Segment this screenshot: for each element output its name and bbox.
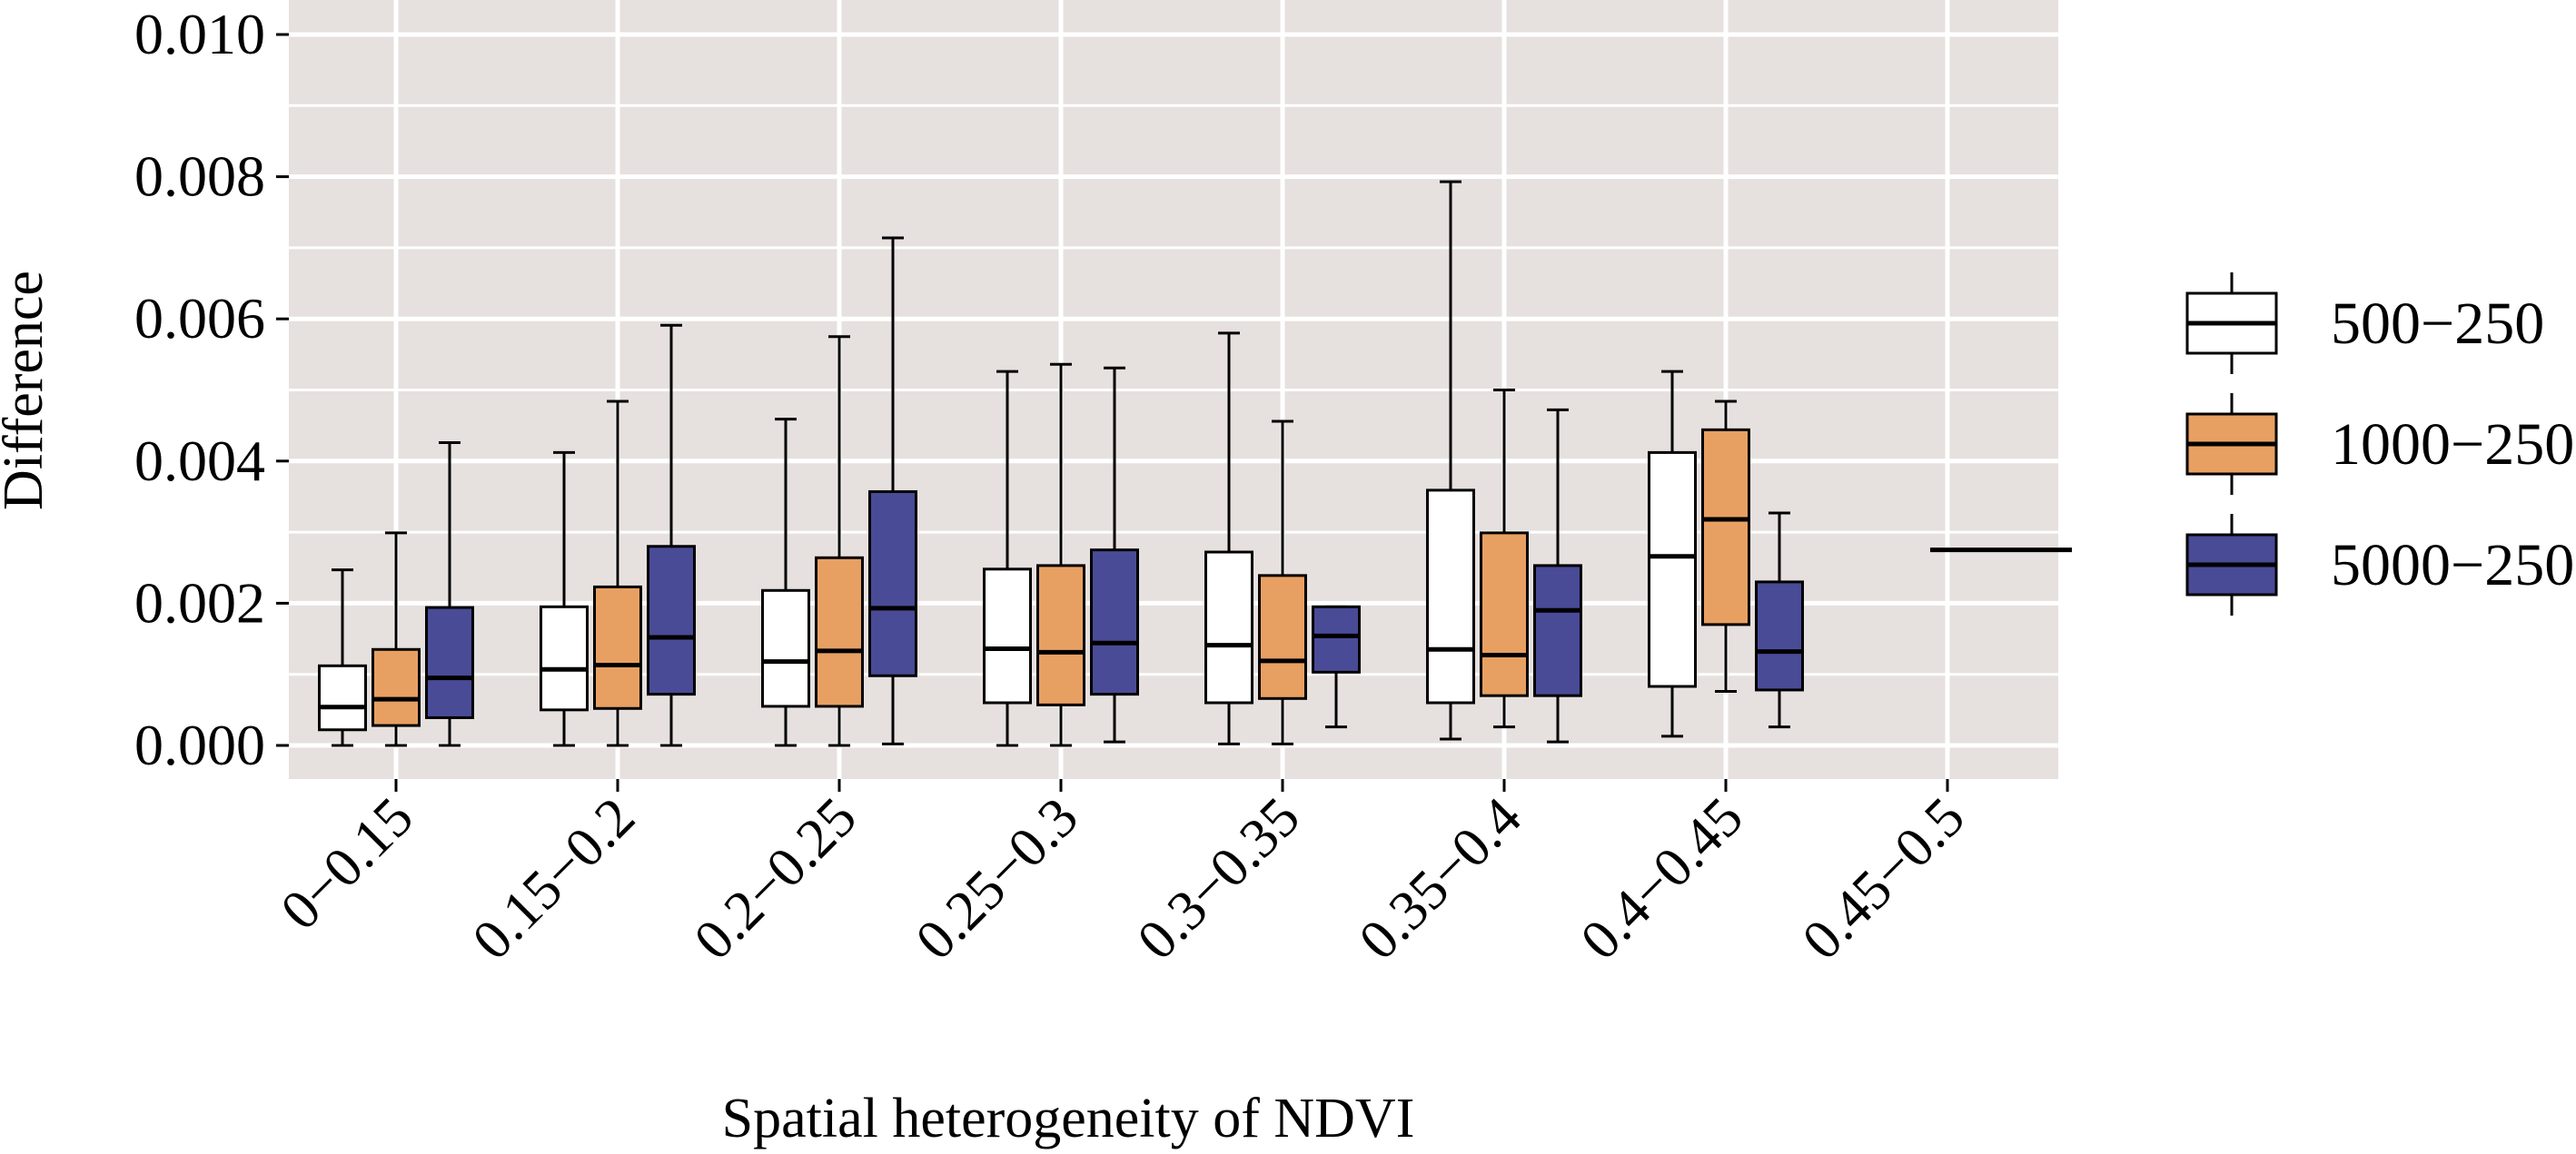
box-1-5 bbox=[1480, 389, 1529, 729]
x-tick-label: 0.15−0.2 bbox=[461, 786, 647, 972]
x-tick-label: 0.2−0.25 bbox=[683, 786, 868, 972]
y-tick-label: 0.008 bbox=[134, 144, 265, 209]
iqr-box bbox=[372, 647, 421, 727]
box-2-4 bbox=[1312, 605, 1361, 729]
legend-label: 500−250 bbox=[2331, 291, 2544, 357]
iqr-box bbox=[1648, 450, 1697, 688]
legend-label: 1000−250 bbox=[2331, 411, 2574, 478]
iqr-box bbox=[540, 605, 589, 712]
iqr-box bbox=[1036, 564, 1085, 706]
x-tick-label: 0.45−0.5 bbox=[1791, 786, 1977, 972]
y-tick-label: 0.000 bbox=[134, 713, 265, 777]
iqr-box bbox=[1701, 428, 1750, 626]
box-2-0 bbox=[425, 440, 474, 747]
x-tick-label: 0.3−0.35 bbox=[1126, 786, 1312, 972]
iqr-box bbox=[1312, 605, 1361, 674]
iqr-box bbox=[815, 556, 864, 708]
legend-item-2: 5000−250 bbox=[2185, 514, 2574, 616]
box-1-1 bbox=[593, 399, 642, 747]
iqr-box bbox=[761, 588, 810, 708]
iqr-box bbox=[593, 585, 642, 710]
box-0-3 bbox=[983, 370, 1032, 747]
y-tick-label: 0.002 bbox=[134, 570, 265, 635]
x-axis-title: Spatial heterogeneity of NDVI bbox=[722, 1088, 1415, 1149]
x-tick-label: 0.4−0.45 bbox=[1570, 786, 1755, 972]
y-tick-label: 0.006 bbox=[134, 286, 265, 350]
box-2-1 bbox=[647, 323, 696, 747]
box-0-2 bbox=[761, 418, 810, 747]
box-2-5 bbox=[1533, 408, 1582, 744]
x-tick-label: 0.25−0.3 bbox=[905, 786, 1090, 972]
iqr-box bbox=[1204, 550, 1253, 705]
iqr-box bbox=[1426, 488, 1475, 705]
box-1-2 bbox=[815, 335, 864, 747]
iqr-box bbox=[1090, 548, 1139, 696]
box-0-4 bbox=[1204, 331, 1253, 745]
box-1-6 bbox=[1701, 399, 1750, 693]
box-1-4 bbox=[1258, 419, 1307, 745]
box-1-0 bbox=[372, 531, 421, 747]
iqr-box bbox=[1755, 580, 1804, 692]
iqr-box bbox=[1533, 564, 1582, 697]
iqr-box bbox=[318, 664, 367, 732]
box-0-6 bbox=[1648, 370, 1697, 738]
box-groups bbox=[318, 180, 2072, 747]
iqr-box bbox=[647, 545, 696, 696]
x-tick-label: 0.35−0.4 bbox=[1348, 786, 1533, 972]
box-1-3 bbox=[1036, 362, 1085, 747]
legend-item-0: 500−250 bbox=[2185, 272, 2544, 374]
legend: 500−250 1000−250 5000−250 bbox=[2185, 272, 2574, 616]
iqr-box bbox=[425, 606, 474, 719]
box-0-1 bbox=[540, 450, 589, 747]
iqr-box bbox=[1480, 531, 1529, 697]
y-axis-title: Difference bbox=[0, 271, 54, 510]
legend-label: 5000−250 bbox=[2331, 532, 2574, 598]
y-tick-label: 0.004 bbox=[134, 429, 265, 493]
iqr-box bbox=[983, 567, 1032, 705]
box-0-0 bbox=[318, 568, 367, 747]
box-2-3 bbox=[1090, 366, 1139, 744]
box-2-2 bbox=[868, 236, 917, 745]
y-tick-label: 0.010 bbox=[134, 2, 265, 66]
box-0-5 bbox=[1426, 180, 1475, 741]
iqr-box bbox=[1258, 574, 1307, 700]
legend-item-1: 1000−250 bbox=[2185, 393, 2574, 495]
box-2-6 bbox=[1755, 511, 1804, 729]
x-tick-label: 0−0.15 bbox=[269, 786, 424, 942]
iqr-box bbox=[868, 489, 917, 677]
